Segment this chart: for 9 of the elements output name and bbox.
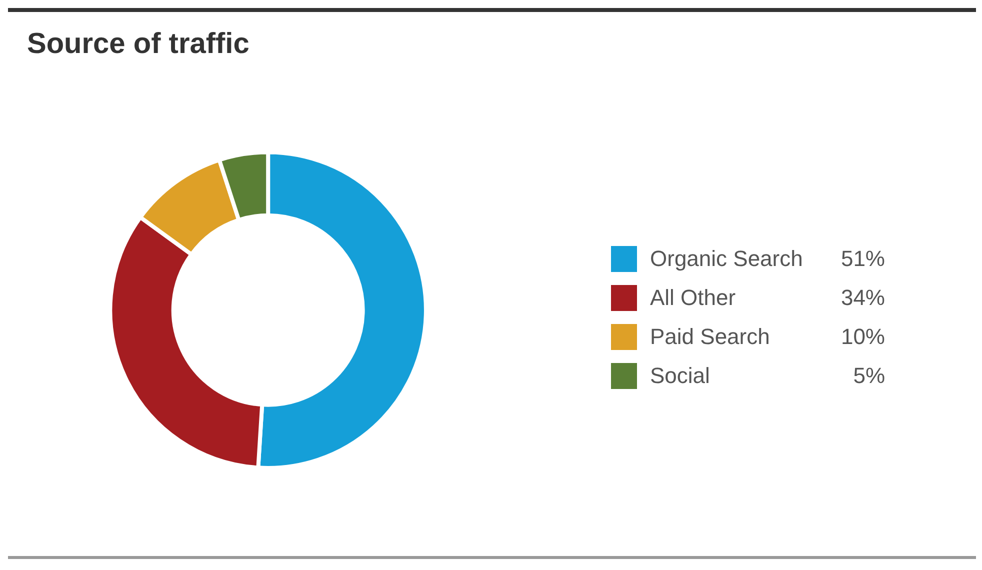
data-label: 10% — [840, 323, 885, 351]
data-label: 5% — [853, 362, 885, 390]
legend-label: Paid Search — [650, 323, 770, 351]
data-label: 51% — [840, 245, 885, 273]
data-label: 34% — [840, 284, 885, 312]
legend-label: Organic Search — [650, 245, 803, 273]
legend-label: All Other — [650, 284, 736, 312]
chart-title: Source of traffic — [27, 28, 250, 60]
legend-label: Social — [650, 362, 710, 390]
